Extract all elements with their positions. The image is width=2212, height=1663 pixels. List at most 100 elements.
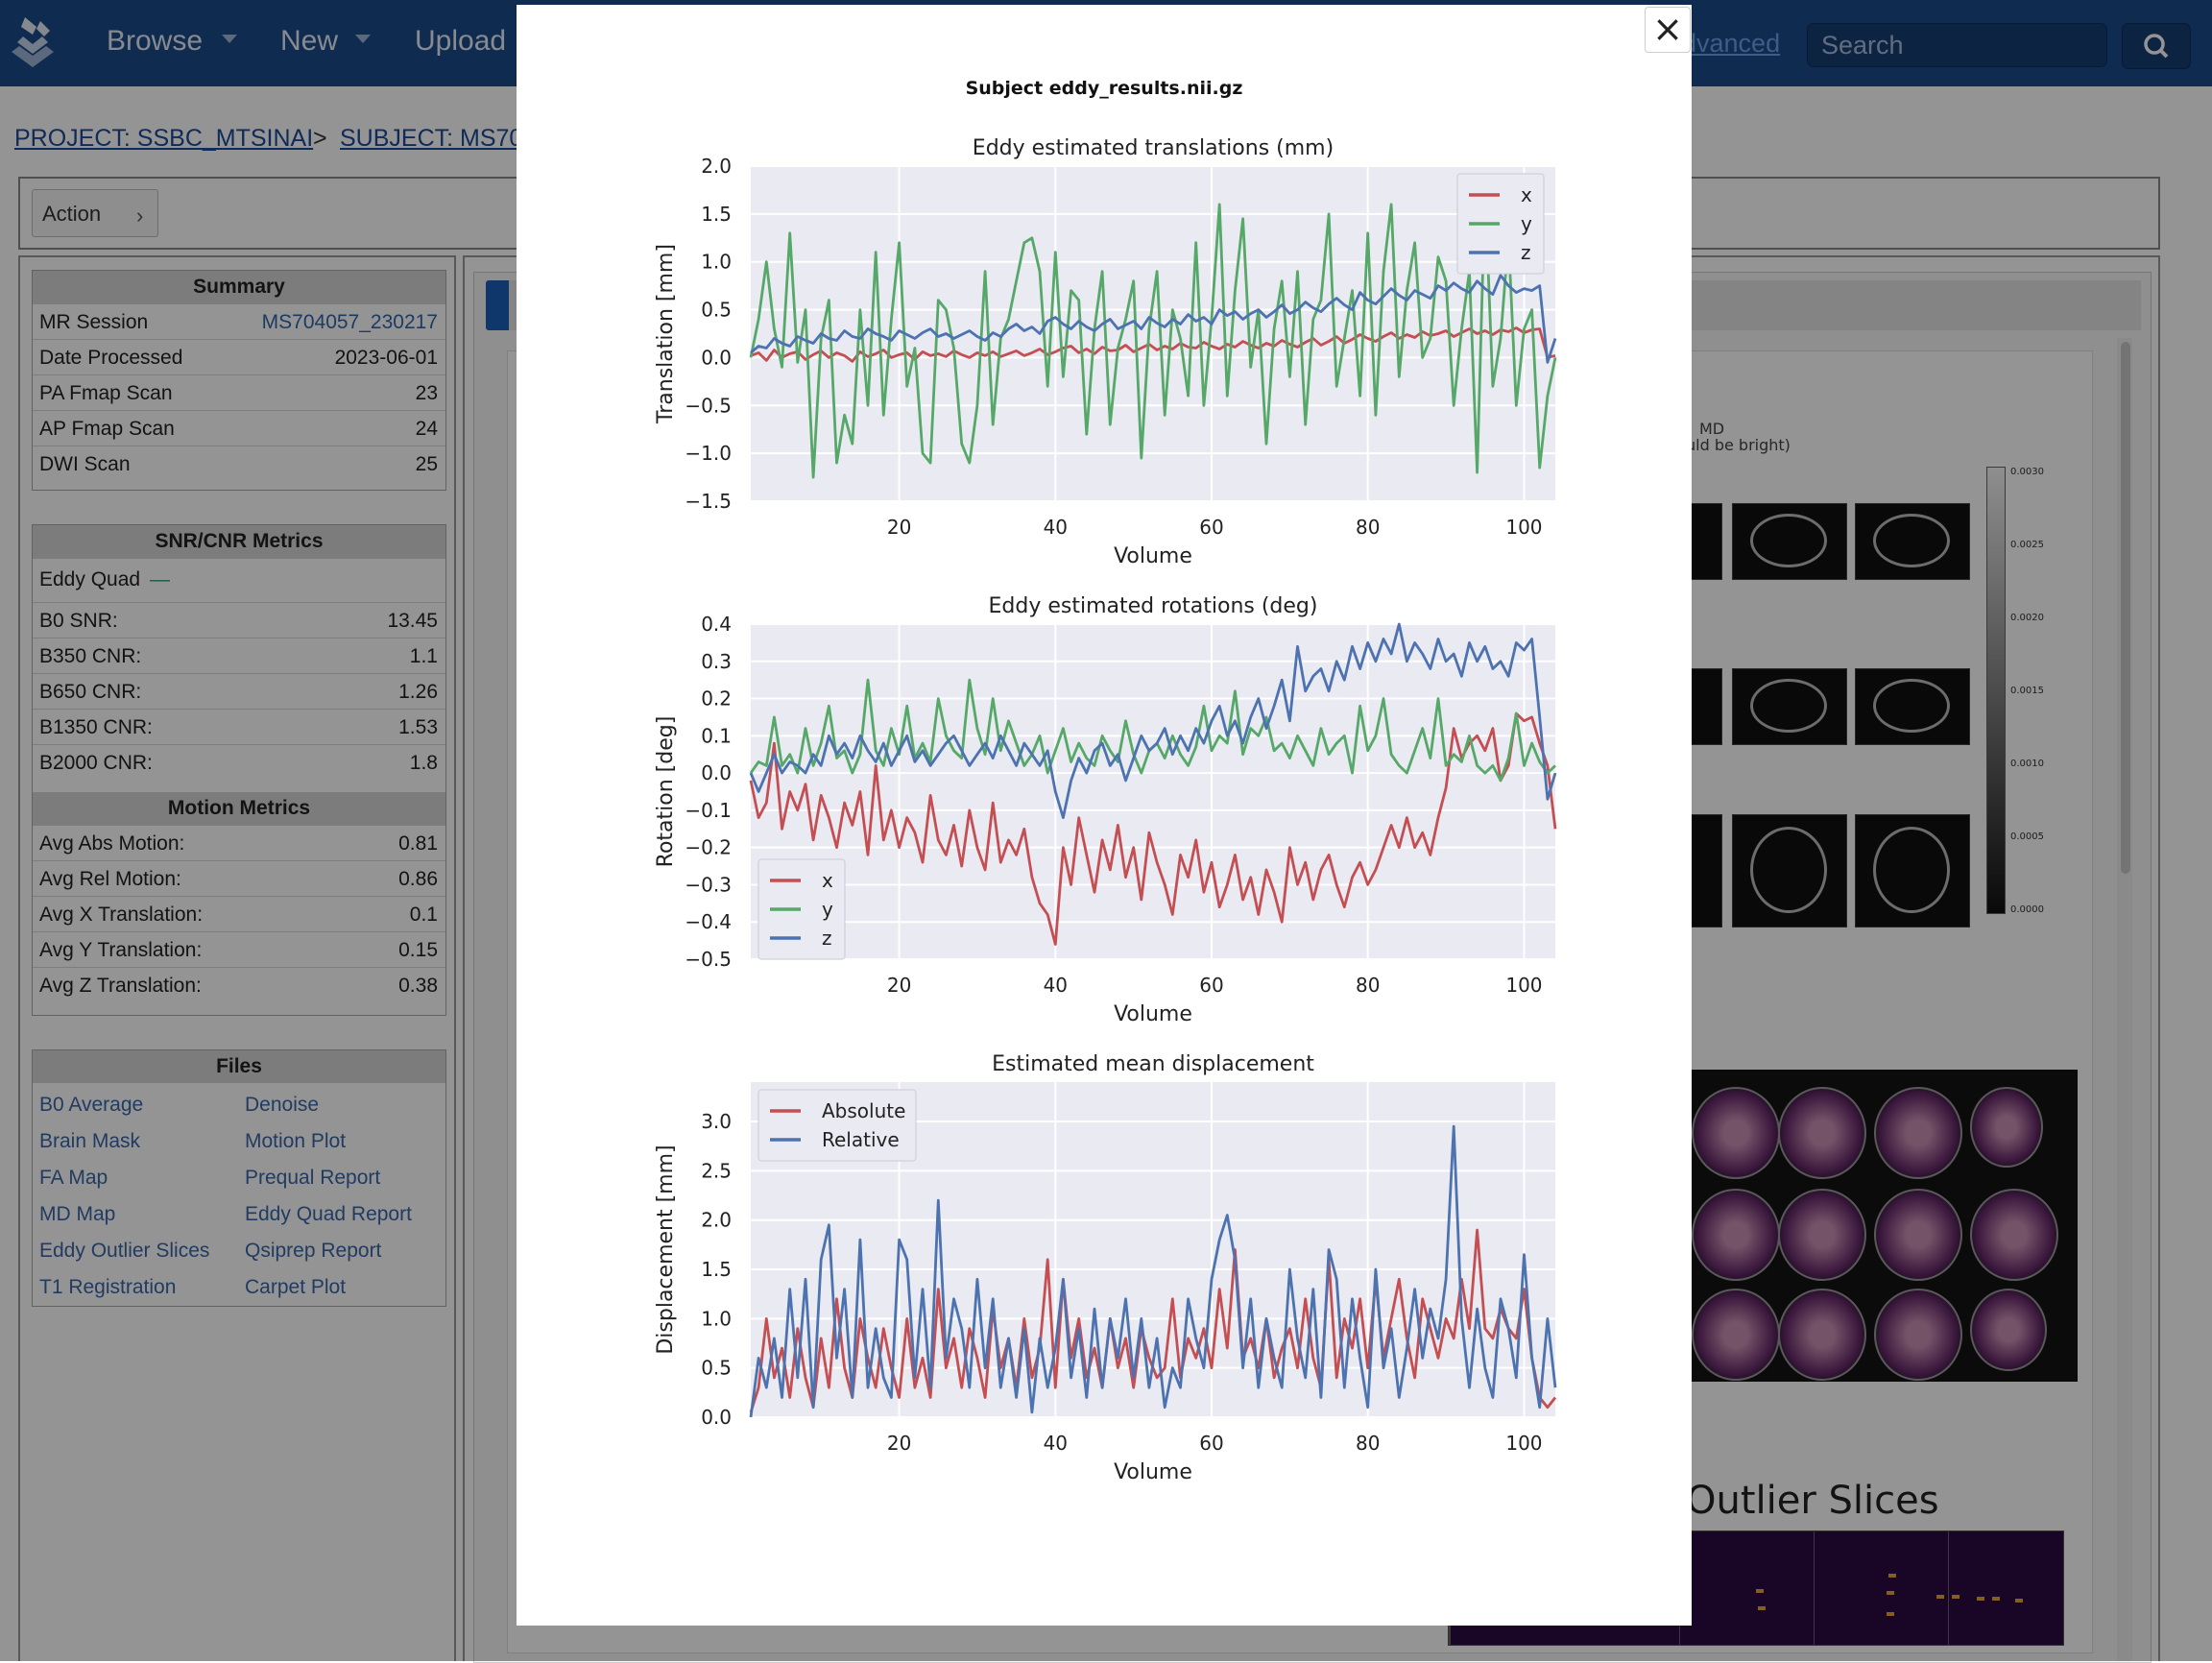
- nav-new[interactable]: New: [280, 25, 339, 57]
- row-label: B1350 CNR:: [39, 716, 153, 738]
- row-value: 25: [415, 453, 438, 475]
- y-tick-label: 1.5: [701, 1258, 732, 1281]
- x-tick-label: 20: [887, 974, 911, 997]
- legend-box: [757, 1089, 917, 1162]
- y-tick-label: −0.3: [685, 873, 732, 896]
- close-button[interactable]: ×: [1645, 7, 1691, 53]
- summary-row: AP Fmap Scan 24: [33, 410, 445, 446]
- y-tick-label: 0.1: [701, 724, 732, 747]
- y-tick-label: 0.5: [701, 1357, 732, 1380]
- y-tick-label: 0.0: [701, 346, 732, 369]
- row-label: PA Fmap Scan: [39, 382, 173, 404]
- brain-slice: [1874, 1087, 1962, 1179]
- legend-label: y: [822, 898, 833, 921]
- brain-slice: [1778, 1189, 1866, 1281]
- row-value: 0.15: [398, 939, 438, 961]
- legend-label: Relative: [822, 1128, 900, 1151]
- nav-upload[interactable]: Upload: [415, 25, 507, 57]
- action-button[interactable]: Action ›: [32, 189, 158, 237]
- mr-session-link[interactable]: MS704057_230217: [261, 311, 438, 333]
- x-tick-label: 40: [1044, 974, 1068, 997]
- y-axis-label: Translation [mm]: [654, 244, 678, 424]
- file-link-denoise[interactable]: Denoise: [245, 1094, 320, 1116]
- file-link-md-map[interactable]: MD Map: [39, 1203, 116, 1225]
- y-tick-label: 2.0: [701, 1209, 732, 1232]
- snr-row: B1350 CNR: 1.53: [33, 709, 445, 744]
- close-icon: ×: [1652, 8, 1683, 50]
- row-value: 2023-06-01: [334, 347, 438, 369]
- brain-slice: [1692, 1189, 1780, 1281]
- file-link-qsiprep-report[interactable]: Qsiprep Report: [245, 1240, 382, 1262]
- x-axis-label: Volume: [1114, 1002, 1192, 1026]
- file-link-fa-map[interactable]: FA Map: [39, 1167, 108, 1189]
- scrollbar-thumb[interactable]: [2121, 342, 2130, 874]
- file-link-b0-average[interactable]: B0 Average: [39, 1094, 144, 1116]
- x-tick-label: 40: [1044, 1432, 1068, 1455]
- file-link-carpet-plot[interactable]: Carpet Plot: [245, 1276, 347, 1298]
- x-tick-label: 60: [1199, 974, 1223, 997]
- row-label: MR Session: [39, 311, 149, 333]
- outlier-marker: [1992, 1597, 2000, 1601]
- snr-row: B650 CNR: 1.26: [33, 673, 445, 709]
- x-tick-label: 100: [1505, 974, 1542, 997]
- eddy-motion-figure: Subject eddy_results.nii.gz 20 40 60 80 100 −…: [654, 78, 1557, 1484]
- row-label: Avg Rel Motion:: [39, 868, 181, 890]
- outlier-slices-title: Outlier Slices: [1686, 1479, 1939, 1523]
- search-button[interactable]: [2122, 23, 2191, 69]
- xnat-logo-icon[interactable]: [8, 13, 58, 73]
- summary-row: Date Processed 2023-06-01: [33, 339, 445, 374]
- file-link-prequal-report[interactable]: Prequal Report: [245, 1167, 381, 1189]
- row-value: 0.1: [409, 904, 438, 926]
- file-link-eddy-outlier-slices[interactable]: Eddy Outlier Slices: [39, 1240, 210, 1262]
- y-tick-label: 2.0: [701, 155, 732, 178]
- y-tick-label: −0.2: [685, 836, 732, 859]
- y-tick-label: 0.0: [701, 761, 732, 784]
- y-tick-label: −0.4: [685, 910, 732, 933]
- brain-slice: [1970, 1289, 2047, 1371]
- motion-row: Avg Rel Motion: 0.86: [33, 860, 445, 896]
- md-note: uld be bright): [1686, 436, 1791, 454]
- chart-title: Eddy estimated translations (mm): [973, 136, 1334, 160]
- snr-title: SNR/CNR Metrics: [33, 525, 445, 558]
- file-link-eddy-quad-report[interactable]: Eddy Quad Report: [245, 1203, 412, 1225]
- x-tick-label: 20: [887, 1432, 911, 1455]
- brain-thumbnail: [1855, 503, 1970, 580]
- file-link-motion-plot[interactable]: Motion Plot: [245, 1130, 347, 1152]
- outlier-marker: [1887, 1591, 1894, 1595]
- outlier-marker: [2015, 1599, 2023, 1603]
- y-tick-label: 0.2: [701, 687, 732, 711]
- y-tick-label: 1.5: [701, 203, 732, 226]
- advanced-search-link[interactable]: dvanced: [1682, 29, 1781, 58]
- file-link-t1-registration[interactable]: T1 Registration: [39, 1276, 177, 1298]
- grid-line: [1948, 1531, 1949, 1645]
- summary-row: PA Fmap Scan 23: [33, 374, 445, 410]
- brain-outline: [1873, 827, 1950, 913]
- breadcrumb-project[interactable]: PROJECT: SSBC_MTSINAI: [14, 125, 314, 152]
- y-tick-label: 0.0: [701, 1406, 732, 1429]
- tab-active[interactable]: [486, 280, 509, 330]
- eddy-quad-row: Eddy Quad —: [33, 558, 445, 602]
- search-input[interactable]: [1807, 23, 2107, 67]
- y-tick-label: −1.5: [685, 490, 732, 513]
- chevron-down-icon: [222, 35, 237, 43]
- snr-row: B350 CNR: 1.1: [33, 638, 445, 673]
- file-link-brain-mask[interactable]: Brain Mask: [39, 1130, 141, 1152]
- summary-panel: Summary MR Session MS704057_230217 Date …: [32, 270, 446, 491]
- brain-outline: [1873, 679, 1950, 733]
- colorbar-tick: 0.0030: [2010, 467, 2044, 477]
- row-value: 0.81: [398, 832, 438, 855]
- nav-browse[interactable]: Browse: [107, 25, 204, 57]
- snr-row: B0 SNR: 13.45: [33, 602, 445, 638]
- colorbar-tick: 0.0015: [2010, 686, 2044, 696]
- breadcrumb-subject[interactable]: SUBJECT: MS70: [340, 125, 523, 152]
- row-value: 24: [415, 418, 438, 440]
- t1-registration-montage: [1682, 1070, 2078, 1382]
- series-line-y: [749, 188, 1557, 479]
- snr-row: B2000 CNR: 1.8: [33, 744, 445, 780]
- y-axis-label: Displacement [mm]: [654, 1145, 678, 1354]
- summary-row: MR Session MS704057_230217: [33, 303, 445, 339]
- outlier-marker: [1888, 1574, 1896, 1578]
- chevron-down-icon: [355, 35, 371, 43]
- row-label: B350 CNR:: [39, 645, 142, 667]
- brain-slice: [1874, 1289, 1962, 1381]
